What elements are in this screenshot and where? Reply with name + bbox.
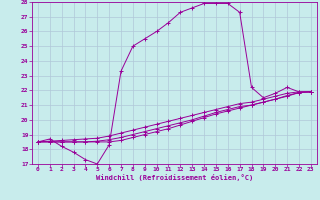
X-axis label: Windchill (Refroidissement éolien,°C): Windchill (Refroidissement éolien,°C) [96, 174, 253, 181]
